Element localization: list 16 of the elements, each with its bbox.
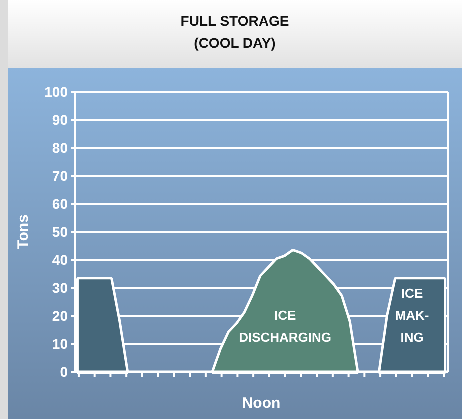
y-tick-label: 90 [52, 112, 68, 128]
annotation: ICE MAK- ING [395, 286, 430, 345]
y-tick-label: 30 [52, 280, 68, 296]
annotation: ICE DISCHARGING [239, 308, 332, 345]
x-axis-title: Noon [242, 395, 281, 412]
y-tick-label: 100 [44, 84, 68, 100]
y-axis-title: Tons [15, 214, 32, 250]
chart-title: FULL STORAGE (COOL DAY) [180, 13, 290, 51]
y-tick-label: 70 [52, 168, 68, 184]
y-tick-label: 80 [52, 140, 68, 156]
y-tick-label: 50 [52, 224, 68, 240]
y-tick-label: 40 [52, 252, 68, 268]
y-tick-label: 20 [52, 308, 68, 324]
y-tick-label: 60 [52, 196, 68, 212]
y-tick-label: 10 [52, 336, 68, 352]
y-tick-label: 0 [60, 364, 68, 380]
